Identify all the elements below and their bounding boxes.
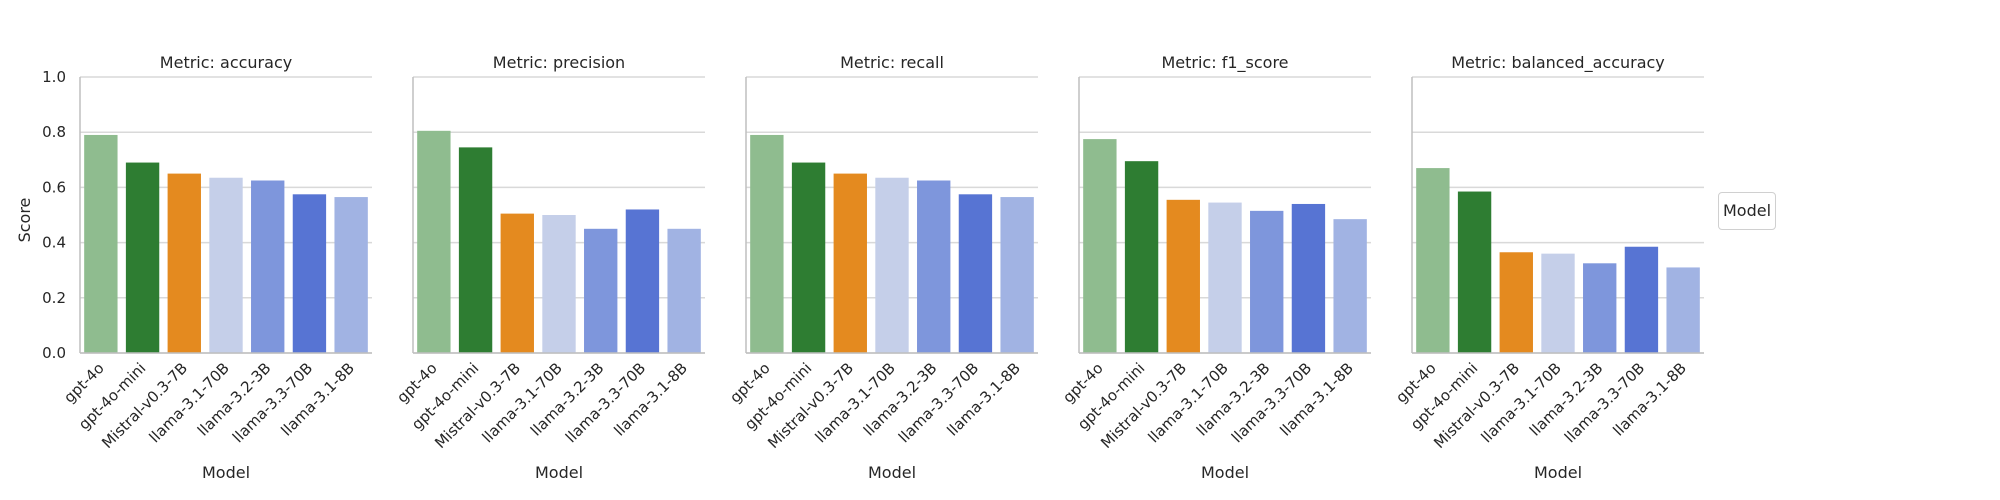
bar-llama-3-2-3b (917, 180, 951, 353)
bar-llama-3-3-70b (958, 194, 993, 353)
panel-1: Metric: accuracy0.00.20.40.60.81.0gpt-4o… (42, 53, 372, 482)
bar-llama-3-1-8b (1333, 219, 1367, 353)
panel-title: Metric: balanced_accuracy (1451, 53, 1665, 73)
x-axis-label: Model (1201, 463, 1249, 482)
bar-gpt-4o (750, 134, 784, 353)
x-tick-label: llama-3.1-8B (610, 359, 691, 440)
bar-gpt-4o (1416, 168, 1450, 353)
chart-panels: Metric: accuracy0.00.20.40.60.81.0gpt-4o… (42, 53, 1704, 482)
panel-title: Metric: accuracy (160, 53, 292, 72)
bar-llama-3-1-8b (1000, 197, 1034, 353)
bar-llama-3-3-70b (1291, 203, 1326, 353)
legend: Model (1718, 192, 1776, 230)
bar-llama-3-3-70b (1624, 246, 1659, 353)
y-tick-label: 0.6 (42, 178, 66, 196)
panel-4: Metric: f1_scoregpt-4ogpt-4o-miniMistral… (1059, 53, 1371, 482)
y-axis-label: Score (15, 198, 34, 243)
bar-llama-3-1-8b (334, 197, 368, 353)
bar-gpt-4o (417, 130, 451, 353)
bar-llama-3-2-3b (584, 228, 618, 353)
y-tick-label: 0.4 (42, 234, 66, 252)
bar-llama-3-1-70b (1208, 202, 1242, 353)
panel-title: Metric: recall (840, 53, 944, 72)
bar-gpt-4o-mini (1457, 191, 1492, 353)
bar-llama-3-2-3b (1583, 263, 1617, 353)
y-tick-label: 0.2 (42, 289, 66, 307)
bar-mistral-v0-3-7b (167, 173, 201, 353)
y-tick-label: 1.0 (42, 68, 66, 86)
bar-gpt-4o-mini (791, 162, 826, 353)
bar-llama-3-1-70b (875, 177, 909, 353)
y-tick-label: 0.8 (42, 123, 66, 141)
x-axis-label: Model (868, 463, 916, 482)
x-axis-label: Model (1534, 463, 1582, 482)
bar-gpt-4o (1083, 139, 1117, 353)
bar-llama-3-1-70b (1541, 253, 1575, 353)
bar-llama-3-3-70b (292, 194, 327, 353)
bar-gpt-4o-mini (1124, 161, 1159, 353)
bar-gpt-4o (84, 134, 118, 353)
panel-5: Metric: balanced_accuracygpt-4ogpt-4o-mi… (1392, 53, 1704, 482)
bar-gpt-4o-mini (125, 162, 160, 353)
panel-2: Metric: precisiongpt-4ogpt-4o-miniMistra… (393, 53, 705, 482)
x-axis-label: Model (202, 463, 250, 482)
bar-llama-3-2-3b (1250, 210, 1284, 353)
panel-3: Metric: recallgpt-4ogpt-4o-miniMistral-v… (726, 53, 1038, 482)
bar-llama-3-3-70b (625, 209, 660, 353)
bar-llama-3-1-70b (209, 177, 243, 353)
y-tick-label: 0.0 (42, 344, 66, 362)
x-tick-label: llama-3.1-8B (1609, 359, 1690, 440)
bar-mistral-v0-3-7b (833, 173, 867, 353)
x-axis-label: Model (535, 463, 583, 482)
bar-llama-3-1-8b (1666, 267, 1700, 353)
bar-llama-3-1-70b (542, 215, 576, 353)
bar-gpt-4o-mini (458, 147, 493, 353)
bar-mistral-v0-3-7b (500, 213, 534, 353)
bar-llama-3-2-3b (251, 180, 285, 353)
panel-title: Metric: precision (493, 53, 625, 72)
legend-title: Model (1722, 201, 1772, 220)
bar-mistral-v0-3-7b (1499, 252, 1533, 353)
bar-llama-3-1-8b (667, 228, 701, 353)
x-tick-label: llama-3.1-8B (1276, 359, 1357, 440)
x-tick-label: llama-3.1-8B (277, 359, 358, 440)
bar-mistral-v0-3-7b (1166, 199, 1200, 353)
panel-title: Metric: f1_score (1161, 53, 1288, 73)
x-tick-label: llama-3.1-8B (943, 359, 1024, 440)
